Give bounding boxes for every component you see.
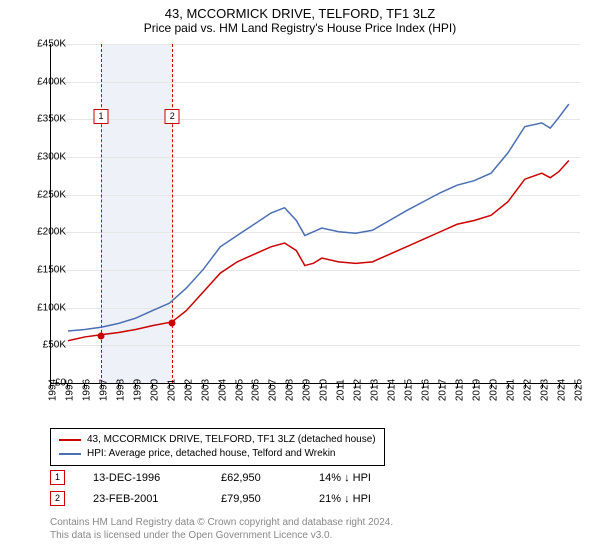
- y-axis-label: £350K: [18, 114, 66, 125]
- transaction-date: 23-FEB-2001: [93, 493, 193, 505]
- transaction-row: 2 23-FEB-2001 £79,950 21% ↓ HPI: [50, 491, 399, 506]
- transaction-date: 13-DEC-1996: [93, 472, 193, 484]
- transaction-diff: 14% ↓ HPI: [319, 472, 399, 484]
- y-axis-label: £200K: [18, 227, 66, 238]
- x-axis-label: 2022: [522, 379, 533, 401]
- y-axis-label: £150K: [18, 265, 66, 276]
- x-axis-label: 2025: [573, 379, 584, 401]
- x-axis-label: 2021: [505, 379, 516, 401]
- x-axis-label: 2002: [183, 379, 194, 401]
- x-axis-label: 2018: [454, 379, 465, 401]
- x-axis-label: 2013: [370, 379, 381, 401]
- legend-label: 43, MCCORMICK DRIVE, TELFORD, TF1 3LZ (d…: [87, 433, 376, 447]
- legend-label: HPI: Average price, detached house, Telf…: [87, 447, 336, 461]
- x-axis-label: 2001: [166, 379, 177, 401]
- x-axis-label: 2024: [556, 379, 567, 401]
- transaction-marker: [169, 319, 176, 326]
- y-axis-label: £450K: [18, 39, 66, 50]
- x-axis-label: 2008: [285, 379, 296, 401]
- x-axis-label: 2020: [488, 379, 499, 401]
- transaction-list: 1 13-DEC-1996 £62,950 14% ↓ HPI 2 23-FEB-2001…: [50, 470, 399, 512]
- y-axis-label: £400K: [18, 76, 66, 87]
- line-series: [51, 44, 580, 383]
- x-axis-label: 2014: [387, 379, 398, 401]
- y-axis-label: £250K: [18, 189, 66, 200]
- transaction-badge: 1: [50, 470, 65, 485]
- legend: 43, MCCORMICK DRIVE, TELFORD, TF1 3LZ (d…: [50, 428, 385, 466]
- legend-item: HPI: Average price, detached house, Telf…: [59, 447, 376, 461]
- x-axis-label: 2005: [234, 379, 245, 401]
- series-price_paid: [68, 160, 569, 340]
- transaction-badge: 2: [165, 109, 180, 124]
- y-axis-label: £50K: [18, 340, 66, 351]
- x-axis-label: 2017: [437, 379, 448, 401]
- x-axis-label: 2010: [319, 379, 330, 401]
- y-axis-label: £100K: [18, 302, 66, 313]
- footer-line: This data is licensed under the Open Gov…: [50, 529, 393, 542]
- x-axis-label: 1995: [64, 379, 75, 401]
- chart-subtitle: Price paid vs. HM Land Registry's House …: [0, 21, 600, 37]
- series-hpi: [68, 104, 569, 331]
- x-axis-label: 2003: [200, 379, 211, 401]
- x-axis-label: 1994: [48, 379, 59, 401]
- x-axis-label: 1996: [81, 379, 92, 401]
- y-axis-label: £0: [18, 378, 66, 389]
- x-axis-label: 2004: [217, 379, 228, 401]
- x-axis-label: 1999: [132, 379, 143, 401]
- x-axis-label: 2023: [539, 379, 550, 401]
- footer-line: Contains HM Land Registry data © Crown c…: [50, 516, 393, 529]
- transaction-price: £62,950: [221, 472, 291, 484]
- x-axis-label: 1997: [98, 379, 109, 401]
- x-axis-label: 2006: [251, 379, 262, 401]
- transaction-badge: 2: [50, 491, 65, 506]
- transaction-price: £79,950: [221, 493, 291, 505]
- y-axis-label: £300K: [18, 152, 66, 163]
- x-axis-label: 2011: [336, 379, 347, 401]
- x-axis-label: 1998: [115, 379, 126, 401]
- x-axis-label: 2009: [302, 379, 313, 401]
- chart-title: 43, MCCORMICK DRIVE, TELFORD, TF1 3LZ: [0, 0, 600, 21]
- transaction-diff: 21% ↓ HPI: [319, 493, 399, 505]
- x-axis-label: 2015: [404, 379, 415, 401]
- footer-attribution: Contains HM Land Registry data © Crown c…: [50, 516, 393, 542]
- x-axis-label: 2019: [471, 379, 482, 401]
- x-axis-label: 2007: [268, 379, 279, 401]
- chart-container: 43, MCCORMICK DRIVE, TELFORD, TF1 3LZ Pr…: [0, 0, 600, 560]
- plot-area: 12: [50, 44, 580, 384]
- transaction-badge: 1: [94, 109, 109, 124]
- transaction-marker: [98, 332, 105, 339]
- legend-item: 43, MCCORMICK DRIVE, TELFORD, TF1 3LZ (d…: [59, 433, 376, 447]
- x-axis-label: 2016: [421, 379, 432, 401]
- x-axis-label: 2000: [149, 379, 160, 401]
- transaction-row: 1 13-DEC-1996 £62,950 14% ↓ HPI: [50, 470, 399, 485]
- x-axis-label: 2012: [353, 379, 364, 401]
